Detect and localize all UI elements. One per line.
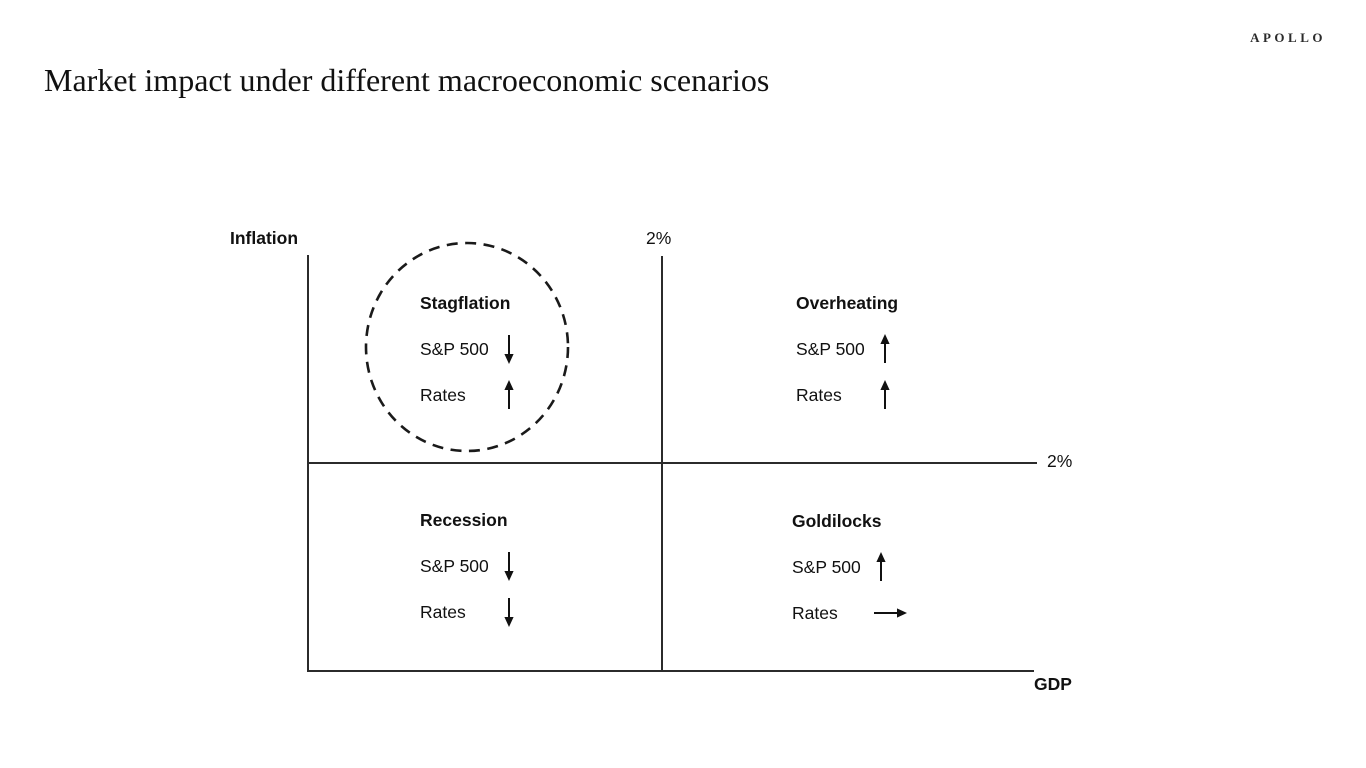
- metric-label: S&P 500: [792, 557, 861, 577]
- metric-label: Rates: [796, 385, 842, 405]
- up-arrow-icon: [878, 380, 892, 410]
- down-arrow-icon: [502, 334, 516, 364]
- down-arrow-icon: [502, 551, 516, 581]
- quadrant-metric-row: Rates: [420, 598, 516, 627]
- gdp-axis-line: [307, 670, 1034, 672]
- metric-label: Rates: [420, 602, 466, 622]
- quadrant-metric-row: Rates: [792, 602, 907, 624]
- down-arrow-icon: [502, 597, 516, 627]
- metric-label: S&P 500: [420, 339, 489, 359]
- inflation-2pct-threshold-line: [307, 462, 1037, 464]
- quadrant-metric-row: S&P 500: [792, 552, 907, 581]
- gdp-2pct-threshold-line: [661, 256, 663, 672]
- quadrant-recession: Recession S&P 500 Rates: [420, 509, 516, 627]
- up-arrow-icon: [874, 552, 888, 582]
- inflation-threshold-label: 2%: [1047, 451, 1073, 471]
- metric-label: Rates: [420, 385, 466, 405]
- gdp-threshold-label: 2%: [646, 228, 672, 248]
- quadrant-metric-row: S&P 500: [420, 552, 516, 581]
- metric-label: Rates: [792, 603, 838, 623]
- quadrant-metric-row: Rates: [420, 380, 516, 409]
- x-axis-label: GDP: [1034, 674, 1072, 694]
- quadrant-goldilocks: Goldilocks S&P 500 Rates: [792, 510, 907, 624]
- y-axis-label: Inflation: [230, 228, 299, 248]
- metric-label: S&P 500: [420, 556, 489, 576]
- page-title: Market impact under different macroecono…: [44, 62, 770, 98]
- metric-label: S&P 500: [796, 339, 865, 359]
- quadrant-title: Overheating: [796, 293, 899, 313]
- quadrant-metric-row: S&P 500: [420, 335, 516, 364]
- quadrant-title: Stagflation: [420, 293, 511, 313]
- quadrant-stagflation: Stagflation S&P 500 Rates: [420, 292, 516, 409]
- up-arrow-icon: [502, 380, 516, 410]
- quadrant-overheating: Overheating S&P 500 Rates: [796, 292, 899, 409]
- quadrant-metric-row: S&P 500: [796, 334, 898, 363]
- apollo-logo: APOLLO: [1250, 30, 1326, 45]
- quadrant-metric-row: Rates: [796, 380, 898, 409]
- up-arrow-icon: [878, 334, 892, 364]
- quadrant-title: Goldilocks: [792, 511, 882, 531]
- right-arrow-icon: [874, 606, 907, 620]
- quadrant-title: Recession: [420, 510, 508, 530]
